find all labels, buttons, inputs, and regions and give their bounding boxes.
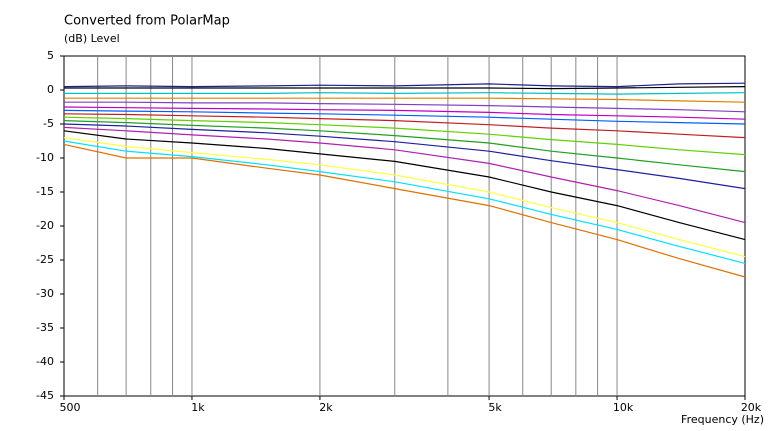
y-tick-label: -25	[36, 253, 54, 266]
x-tick-label: 1k	[191, 401, 205, 414]
series-line	[63, 120, 746, 173]
x-tick-label: 10k	[613, 401, 634, 414]
series-line	[64, 86, 746, 90]
series-line	[63, 82, 746, 88]
y-tick-label: -5	[43, 117, 54, 130]
x-tick-label: 20k	[741, 401, 762, 414]
series-line	[64, 92, 746, 95]
series-line	[64, 97, 746, 103]
y-tick-label: -15	[36, 185, 54, 198]
y-tick-label: 5	[47, 49, 54, 62]
y-tick-label: -20	[36, 219, 54, 232]
x-tick-label: 500	[60, 401, 81, 414]
series-line	[63, 126, 746, 224]
series-line	[63, 143, 746, 278]
y-tick-label: -30	[36, 287, 54, 300]
y-tick-label: -45	[36, 389, 54, 402]
series-line	[63, 130, 746, 241]
series-line	[63, 113, 746, 139]
y-axis-label: (dB) Level	[64, 32, 120, 45]
chart-title: Converted from PolarMap	[64, 14, 230, 29]
y-tick-label: -40	[36, 355, 54, 368]
series-line	[63, 140, 746, 264]
series-line	[63, 106, 746, 120]
x-axis-label: Frequency (Hz)	[681, 413, 764, 426]
y-tick-label: -10	[36, 151, 54, 164]
x-tick-label: 5k	[488, 401, 502, 414]
x-tick-label: 2k	[319, 401, 333, 414]
series-line	[63, 116, 746, 156]
series-line	[63, 123, 746, 190]
series-line	[63, 137, 746, 258]
y-tick-label: -35	[36, 321, 54, 334]
series-line	[64, 101, 746, 113]
series-line	[63, 109, 746, 125]
y-tick-label: 0	[47, 83, 54, 96]
plot-area	[63, 55, 746, 397]
